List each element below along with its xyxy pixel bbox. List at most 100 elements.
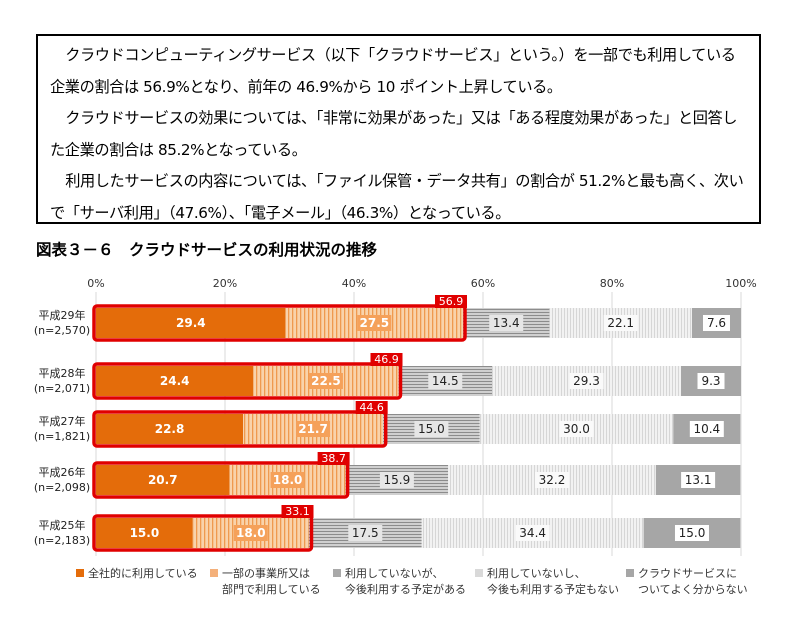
usage-highlight-outline <box>92 304 467 342</box>
usage-total-label: 56.9 <box>439 295 464 308</box>
usage-total-label: 38.7 <box>321 452 346 465</box>
x-axis-ticks: 0% 20% 40% 60% 80% 100% <box>87 277 756 290</box>
category-year-label: 平成29年 <box>39 308 86 322</box>
usage-total-badge <box>435 295 468 308</box>
legend-item: 一部の事業所又は 部門で利用している <box>210 566 321 598</box>
segment-value-label: 22.1 <box>607 316 634 330</box>
summary-paragraph-3: 利用したサービスの内容については、「ファイル保管・データ共有」の割合が 51.2… <box>50 172 744 222</box>
bar-segment <box>96 465 230 495</box>
segment-value-label: 15.0 <box>130 526 160 540</box>
segment-label-box <box>489 315 524 331</box>
segment-label-box <box>697 373 725 389</box>
x-tick-label: 40% <box>342 277 366 290</box>
segment-label-box <box>535 472 570 488</box>
segment-value-label: 10.4 <box>693 422 720 436</box>
segment-value-label: 32.2 <box>539 473 566 487</box>
usage-total-label: 44.6 <box>359 401 384 414</box>
segment-label-box <box>603 315 638 331</box>
x-tick-label: 20% <box>213 277 237 290</box>
segment-value-label: 29.4 <box>176 316 206 330</box>
legend-item: 全社的に利用している <box>76 566 198 582</box>
usage-total-badge <box>355 401 388 414</box>
x-tick-label: 80% <box>600 277 624 290</box>
legend-swatch <box>210 569 218 577</box>
segment-value-label: 7.6 <box>707 316 726 330</box>
x-tick-label: 0% <box>87 277 104 290</box>
segment-value-label: 13.1 <box>685 473 712 487</box>
segment-value-label: 21.7 <box>298 422 328 436</box>
category-n-label: (n=2,183) <box>34 534 90 547</box>
category-year-label: 平成26年 <box>39 465 86 479</box>
segment-value-label: 18.0 <box>236 526 266 540</box>
summary-paragraph-1: クラウドコンピューティングサービス（以下「クラウドサービス」という。）を一部でも… <box>50 46 736 96</box>
segment-value-label: 24.4 <box>160 374 190 388</box>
usage-highlight-outline <box>92 362 403 400</box>
segment-label-box <box>348 525 383 541</box>
segment-value-label: 22.5 <box>311 374 341 388</box>
segment-value-label: 27.5 <box>360 316 390 330</box>
legend-swatch <box>76 569 84 577</box>
usage-highlight-outline <box>92 461 350 499</box>
category-year-label: 平成27年 <box>39 414 86 428</box>
segment-label-box <box>681 472 716 488</box>
segment-label-box <box>674 525 709 541</box>
bar-segment <box>96 366 254 396</box>
legend-item: 利用していないし、今後も利用する予定もない <box>475 566 619 598</box>
segment-label-box <box>357 315 392 331</box>
segment-label-box <box>270 472 305 488</box>
bar-segments <box>96 308 741 548</box>
bar-segment <box>96 308 286 338</box>
segment-label-box <box>689 421 724 437</box>
segment-value-label: 22.8 <box>155 422 185 436</box>
usage-highlight-outline <box>92 514 314 552</box>
legend-label: 今後利用する予定がある <box>345 583 466 596</box>
category-n-label: (n=1,821) <box>34 430 90 443</box>
segment-value-label: 9.3 <box>701 374 720 388</box>
segment-label-box <box>296 421 331 437</box>
segment-value-label: 30.0 <box>563 422 590 436</box>
legend-item: 利用していないが、今後利用する予定がある <box>333 566 466 598</box>
legend-label: 部門で利用している <box>222 583 321 596</box>
legend-label: 今後も利用する予定もない <box>487 583 619 596</box>
usage-total-label: 46.9 <box>374 353 399 366</box>
segment-value-label: 15.0 <box>679 526 706 540</box>
legend-item: クラウドサービスに ついてよく分からない <box>626 566 748 598</box>
usage-highlight-outline <box>92 410 388 448</box>
segment-value-label: 20.7 <box>148 473 178 487</box>
usage-total-highlights: 56.9 46.9 44.6 38.7 33.1 <box>92 295 468 552</box>
segment-value-label: 34.4 <box>519 526 546 540</box>
category-n-label: (n=2,098) <box>34 481 90 494</box>
usage-total-badge <box>281 505 314 518</box>
category-n-label: (n=2,071) <box>34 382 90 395</box>
x-tick-label: 100% <box>725 277 756 290</box>
legend-label: 全社的に利用している <box>88 567 198 580</box>
legend-label: ついてよく分からない <box>638 583 748 596</box>
segment-label-box <box>414 421 449 437</box>
segment-label-box <box>379 472 414 488</box>
segment-label-box <box>702 315 730 331</box>
category-year-label: 平成28年 <box>39 366 86 380</box>
segment-value-label: 14.5 <box>432 374 459 388</box>
figure-title: 図表３－６ クラウドサービスの利用状況の推移 <box>36 241 378 259</box>
segment-value-label: 13.4 <box>493 316 520 330</box>
segment-value-labels: 29.4 27.5 13.4 22.1 7.6 24.4 22.5 14.5 29.3 9.3 22… <box>130 315 730 541</box>
legend-label: 利用していないが、 <box>345 567 444 580</box>
segment-label-box <box>308 373 343 389</box>
legend-swatch <box>475 569 483 577</box>
usage-total-badge <box>317 452 350 465</box>
segment-label-box <box>428 373 463 389</box>
legend-label: 利用していないし、 <box>487 567 586 580</box>
bar-segment <box>96 518 193 548</box>
bar-segment <box>96 414 244 444</box>
usage-total-label: 33.1 <box>285 505 310 518</box>
segment-value-label: 17.5 <box>352 526 379 540</box>
legend-swatch <box>333 569 341 577</box>
category-year-label: 平成25年 <box>39 518 86 532</box>
summary-text-box: クラウドコンピューティングサービス（以下「クラウドサービス」という。）を一部でも… <box>36 34 761 224</box>
segment-value-label: 15.9 <box>384 473 411 487</box>
usage-total-badge <box>370 353 403 366</box>
category-labels: 平成29年 (n=2,570) 平成28年 (n=2,071) 平成27年 (n=1,82… <box>34 308 90 547</box>
legend-swatch <box>626 569 634 577</box>
legend-label: 一部の事業所又は <box>222 567 310 580</box>
segment-label-box <box>515 525 550 541</box>
